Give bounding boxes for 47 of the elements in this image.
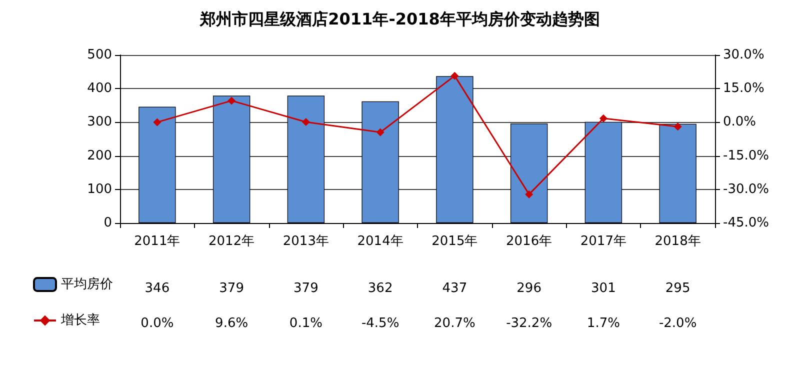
y2-tick-label: 30.0% <box>723 48 764 62</box>
data-label: -4.5% <box>361 316 400 331</box>
y-tick-label: 500 <box>87 48 112 62</box>
point <box>674 122 682 131</box>
point <box>525 190 534 198</box>
data-label: 0.1% <box>289 316 322 331</box>
y-tick-label: 0 <box>104 216 112 230</box>
data-label: 296 <box>516 281 542 296</box>
y-tick-label: 100 <box>87 182 112 197</box>
chart-title: 郑州市四星级酒店2011年-2018年平均房价变动趋势图 <box>199 10 600 28</box>
x-tick-label: 2014年 <box>357 234 404 249</box>
legend-label: 增长率 <box>60 312 100 328</box>
y2-tick-label: 15.0% <box>723 81 764 96</box>
data-label: -2.0% <box>658 316 697 331</box>
y2-tick-label: -30.0% <box>723 182 769 197</box>
point <box>376 128 384 136</box>
data-label: 1.7% <box>586 316 620 331</box>
y2-tick-label: -15.0% <box>723 148 769 164</box>
data-label: 295 <box>665 281 690 296</box>
data-label: -32.2% <box>506 316 552 331</box>
point <box>228 96 236 105</box>
y2-tick-label: 0.0% <box>723 114 756 130</box>
data-label: 379 <box>294 281 318 296</box>
point <box>450 72 459 80</box>
data-label: 437 <box>442 281 468 296</box>
data-label: 0.0% <box>140 316 174 331</box>
x-tick-label: 2011年 <box>134 234 180 249</box>
x-tick-label: 2012年 <box>208 234 255 249</box>
legend-label: 平均房价 <box>61 276 113 292</box>
data-label: 301 <box>591 281 616 296</box>
y-tick-label: 300 <box>87 114 112 130</box>
data-label: 379 <box>219 281 244 296</box>
y2-tick-label: -45.0% <box>723 216 769 230</box>
point <box>599 114 608 122</box>
data-label: 9.6% <box>215 316 248 331</box>
data-label: 362 <box>368 281 393 296</box>
y-tick-label: 400 <box>87 81 112 96</box>
data-label: 20.7% <box>434 316 476 331</box>
point <box>302 118 310 126</box>
x-tick-label: 2017年 <box>580 234 626 249</box>
y-tick-label: 200 <box>87 148 112 164</box>
point <box>153 118 162 126</box>
data-label: 346 <box>144 281 170 296</box>
x-tick-label: 2018年 <box>654 234 701 249</box>
x-tick-label: 2013年 <box>282 234 329 249</box>
x-tick-label: 2015年 <box>432 234 478 249</box>
x-tick-label: 2016年 <box>506 234 552 249</box>
